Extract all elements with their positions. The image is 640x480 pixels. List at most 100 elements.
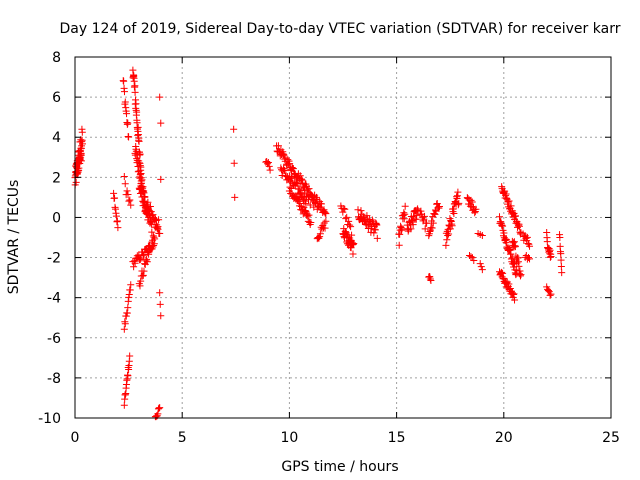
data-point (354, 206, 362, 214)
data-point (544, 287, 552, 295)
data-point (308, 195, 316, 203)
data-point (154, 410, 162, 418)
data-point (343, 213, 351, 221)
data-point (113, 217, 121, 225)
data-point (133, 108, 141, 116)
data-point (135, 167, 143, 175)
data-point (266, 166, 274, 174)
data-point (511, 243, 519, 251)
data-point (478, 231, 486, 239)
data-point (293, 179, 301, 187)
data-point (132, 100, 140, 108)
data-point (446, 225, 454, 233)
data-point (346, 221, 354, 229)
data-point (543, 238, 551, 246)
data-point (322, 217, 330, 225)
data-point (509, 291, 517, 299)
data-point (340, 204, 348, 212)
data-point (505, 280, 513, 288)
data-point (508, 289, 516, 297)
data-point (511, 242, 519, 250)
data-point (284, 156, 292, 164)
data-point (318, 225, 326, 233)
data-point (322, 210, 330, 218)
data-point (316, 230, 324, 238)
data-point (470, 257, 478, 265)
data-point (310, 203, 318, 211)
data-point (151, 216, 159, 224)
data-point (471, 209, 479, 217)
data-point (135, 159, 143, 167)
data-point (138, 176, 146, 184)
data-point (287, 174, 295, 182)
data-point (557, 262, 565, 270)
data-point (499, 269, 507, 277)
data-point (305, 211, 313, 219)
data-point (121, 320, 129, 328)
data-point (298, 176, 306, 184)
data-point (370, 229, 378, 237)
data-point (431, 210, 439, 218)
data-point (120, 401, 128, 409)
data-point (124, 190, 132, 198)
data-point (510, 290, 518, 298)
data-point (423, 219, 431, 227)
y-tick-label: -6 (47, 331, 61, 347)
data-point (296, 199, 304, 207)
y-tick-label: -8 (47, 371, 61, 387)
data-point (77, 144, 85, 152)
data-point (120, 325, 128, 333)
y-tick-label: 4 (52, 130, 61, 146)
x-tick-label: 5 (178, 430, 187, 446)
data-point (407, 225, 415, 233)
data-point (138, 187, 146, 195)
data-point (300, 203, 308, 211)
y-tick-label: 2 (52, 170, 61, 186)
data-point (126, 352, 134, 360)
data-point (129, 66, 137, 74)
data-point (448, 222, 456, 230)
data-point (125, 133, 133, 141)
data-point (417, 207, 425, 215)
data-point (142, 257, 150, 265)
data-point (357, 207, 365, 215)
data-point (124, 119, 132, 127)
data-point (77, 157, 85, 165)
data-point (298, 175, 306, 183)
data-point (132, 147, 140, 155)
y-tick-label: -4 (47, 291, 61, 307)
data-point (478, 266, 486, 274)
data-point (304, 212, 312, 220)
data-point (349, 250, 357, 258)
data-point (306, 201, 314, 209)
data-point (146, 202, 154, 210)
data-point (409, 221, 417, 229)
data-point (373, 221, 381, 229)
axes: 0 5 10 15 20 25 -10 -8 -6 -4 -2 0 2 4 6 8 (38, 50, 620, 446)
data-point (315, 234, 323, 242)
data-point (401, 202, 409, 210)
data-point (145, 250, 153, 258)
data-point (472, 205, 480, 213)
data-point (154, 405, 162, 413)
data-point (274, 142, 282, 150)
data-point (455, 199, 463, 207)
data-point (516, 272, 524, 280)
data-point (155, 404, 163, 412)
x-tick-label: 20 (495, 430, 513, 446)
data-point (151, 215, 159, 223)
data-point (143, 258, 151, 266)
data-point (157, 119, 165, 127)
data-point (445, 230, 453, 238)
data-point (149, 232, 157, 240)
data-point (321, 208, 329, 216)
data-point (345, 217, 353, 225)
data-point (124, 304, 132, 312)
data-point (149, 211, 157, 219)
data-point (510, 238, 518, 246)
data-point (147, 245, 155, 253)
data-point (123, 110, 131, 118)
data-point (303, 193, 311, 201)
data-point (320, 219, 328, 227)
data-point (467, 196, 475, 204)
